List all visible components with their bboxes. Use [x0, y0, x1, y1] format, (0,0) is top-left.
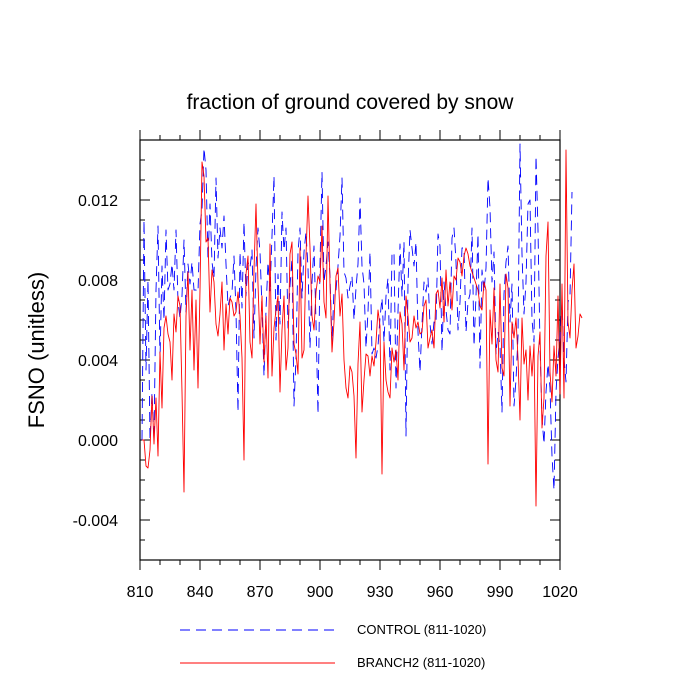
x-tick-label: 900	[307, 584, 334, 601]
series-line-control	[141, 143, 573, 491]
y-axis-label: FSNO (unitless)	[24, 272, 49, 428]
y-tick-label: 0.000	[78, 433, 118, 450]
x-tick-labels: 810 840 870 900 930 960 990 1020	[127, 584, 578, 601]
x-tick-label: 870	[247, 584, 274, 601]
y-tick-label: -0.004	[73, 513, 118, 530]
x-tick-label: 1020	[542, 584, 578, 601]
legend-label-branch2: BRANCH2 (811-1020)	[357, 655, 485, 670]
axis-ticks	[139, 130, 561, 570]
y-tick-labels: -0.004 0.000 0.004 0.008 0.012	[73, 193, 118, 530]
y-tick-label: 0.012	[78, 193, 118, 210]
chart-title: fraction of ground covered by snow	[187, 91, 515, 114]
series-group	[141, 143, 583, 507]
x-tick-label: 810	[127, 584, 154, 601]
x-tick-label: 960	[427, 584, 454, 601]
x-tick-label: 930	[367, 584, 394, 601]
x-tick-label: 990	[487, 584, 514, 601]
plot-frame	[139, 139, 561, 561]
legend-label-control: CONTROL (811-1020)	[357, 622, 486, 637]
x-tick-label: 840	[187, 584, 214, 601]
legend: CONTROL (811-1020) BRANCH2 (811-1020)	[180, 622, 486, 670]
y-tick-label: 0.008	[78, 273, 118, 290]
series-line-branch2	[142, 149, 583, 507]
y-tick-label: 0.004	[78, 353, 118, 370]
